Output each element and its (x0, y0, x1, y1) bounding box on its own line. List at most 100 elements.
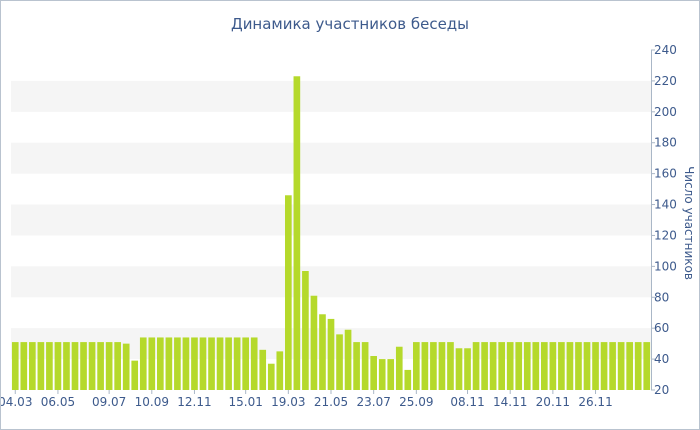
bar (285, 195, 292, 390)
bar (114, 342, 121, 390)
x-tick-label: 25.09 (399, 395, 433, 409)
y-tick-label: 60 (654, 321, 669, 335)
x-tick-label: 19.03 (271, 395, 305, 409)
bar (549, 342, 557, 390)
bar (259, 349, 267, 390)
bar (310, 295, 318, 390)
bar (319, 314, 326, 390)
bar (583, 342, 591, 390)
bar (421, 342, 429, 390)
bar (643, 342, 651, 390)
bar (105, 342, 113, 390)
bar (182, 337, 190, 390)
y-axis-label: Число участников (682, 166, 696, 280)
bar (523, 342, 531, 390)
bar (122, 343, 130, 390)
x-tick-label: 23.07 (356, 395, 390, 409)
bar (378, 359, 386, 390)
bar (131, 360, 139, 390)
chart-title: Динамика участников беседы (231, 15, 469, 33)
bar (37, 342, 45, 390)
grid-band (11, 80, 651, 112)
bar (481, 342, 488, 390)
x-tick-label: 08.11 (450, 395, 484, 409)
x-tick-label: 09.07 (92, 395, 126, 409)
bar (370, 356, 377, 390)
bar (575, 342, 582, 390)
bar (11, 342, 19, 390)
bar (438, 342, 446, 390)
bar (97, 342, 104, 390)
x-tick-label: 15.01 (228, 395, 262, 409)
bar (302, 271, 309, 390)
bar (489, 342, 497, 390)
x-tick-label: 12.11 (177, 395, 211, 409)
bar (199, 337, 207, 390)
bar (174, 337, 181, 390)
bar (558, 342, 565, 390)
bar (472, 342, 480, 390)
bar (395, 346, 403, 390)
y-tick-label: 180 (654, 136, 677, 150)
bar-series (11, 76, 651, 390)
bar (242, 337, 249, 390)
bar (216, 337, 224, 390)
bar (506, 342, 514, 390)
bar (276, 351, 284, 390)
bar (634, 342, 642, 390)
bar (63, 342, 70, 390)
bar (250, 337, 258, 390)
bar (344, 329, 352, 390)
y-tick-label: 120 (654, 228, 677, 242)
bar (29, 342, 36, 390)
grid-bands (11, 80, 651, 360)
bar (267, 363, 275, 390)
x-tick-label: 14.11 (493, 395, 527, 409)
x-tick-label: 20.11 (536, 395, 570, 409)
bar (225, 337, 232, 390)
bar (46, 342, 53, 390)
bar (532, 342, 540, 390)
x-axis-ticks: 04.03 06.05 09.07 10.09 12.11 15.01 19.03 21.05… (1, 390, 613, 409)
bar (455, 348, 463, 390)
bar (353, 342, 360, 390)
y-tick-label: 20 (654, 383, 669, 397)
bar (609, 342, 616, 390)
bar (327, 318, 335, 390)
bar (208, 337, 215, 390)
bar (626, 342, 633, 390)
x-tick-label: 10.09 (135, 395, 169, 409)
y-axis-ticks: 20 40 60 80 100 120 140 160 180 200 220 240 (651, 43, 677, 397)
bar (139, 337, 147, 390)
bar (361, 342, 369, 390)
bar (336, 334, 343, 390)
bar (430, 342, 437, 390)
bar (515, 342, 523, 390)
y-tick-label: 140 (654, 198, 677, 212)
x-tick-label: 26.11 (578, 395, 612, 409)
bar (80, 342, 87, 390)
bar (447, 342, 454, 390)
bar (157, 337, 164, 390)
y-tick-label: 200 (654, 105, 677, 119)
bar (71, 342, 79, 390)
bar (233, 337, 241, 390)
bar (148, 337, 156, 390)
bar (293, 76, 301, 390)
bar (464, 348, 471, 390)
bar (404, 369, 412, 390)
bar (88, 342, 96, 390)
x-tick-label: 04.03 (1, 395, 32, 409)
grid-band (11, 266, 651, 298)
bar (165, 337, 173, 390)
bar (566, 342, 574, 390)
grid-band (11, 204, 651, 236)
x-tick-label: 21.05 (314, 395, 348, 409)
bar (413, 342, 420, 390)
y-tick-label: 40 (654, 352, 669, 366)
bar (592, 342, 599, 390)
x-tick-label: 06.05 (41, 395, 75, 409)
y-tick-label: 220 (654, 74, 677, 88)
